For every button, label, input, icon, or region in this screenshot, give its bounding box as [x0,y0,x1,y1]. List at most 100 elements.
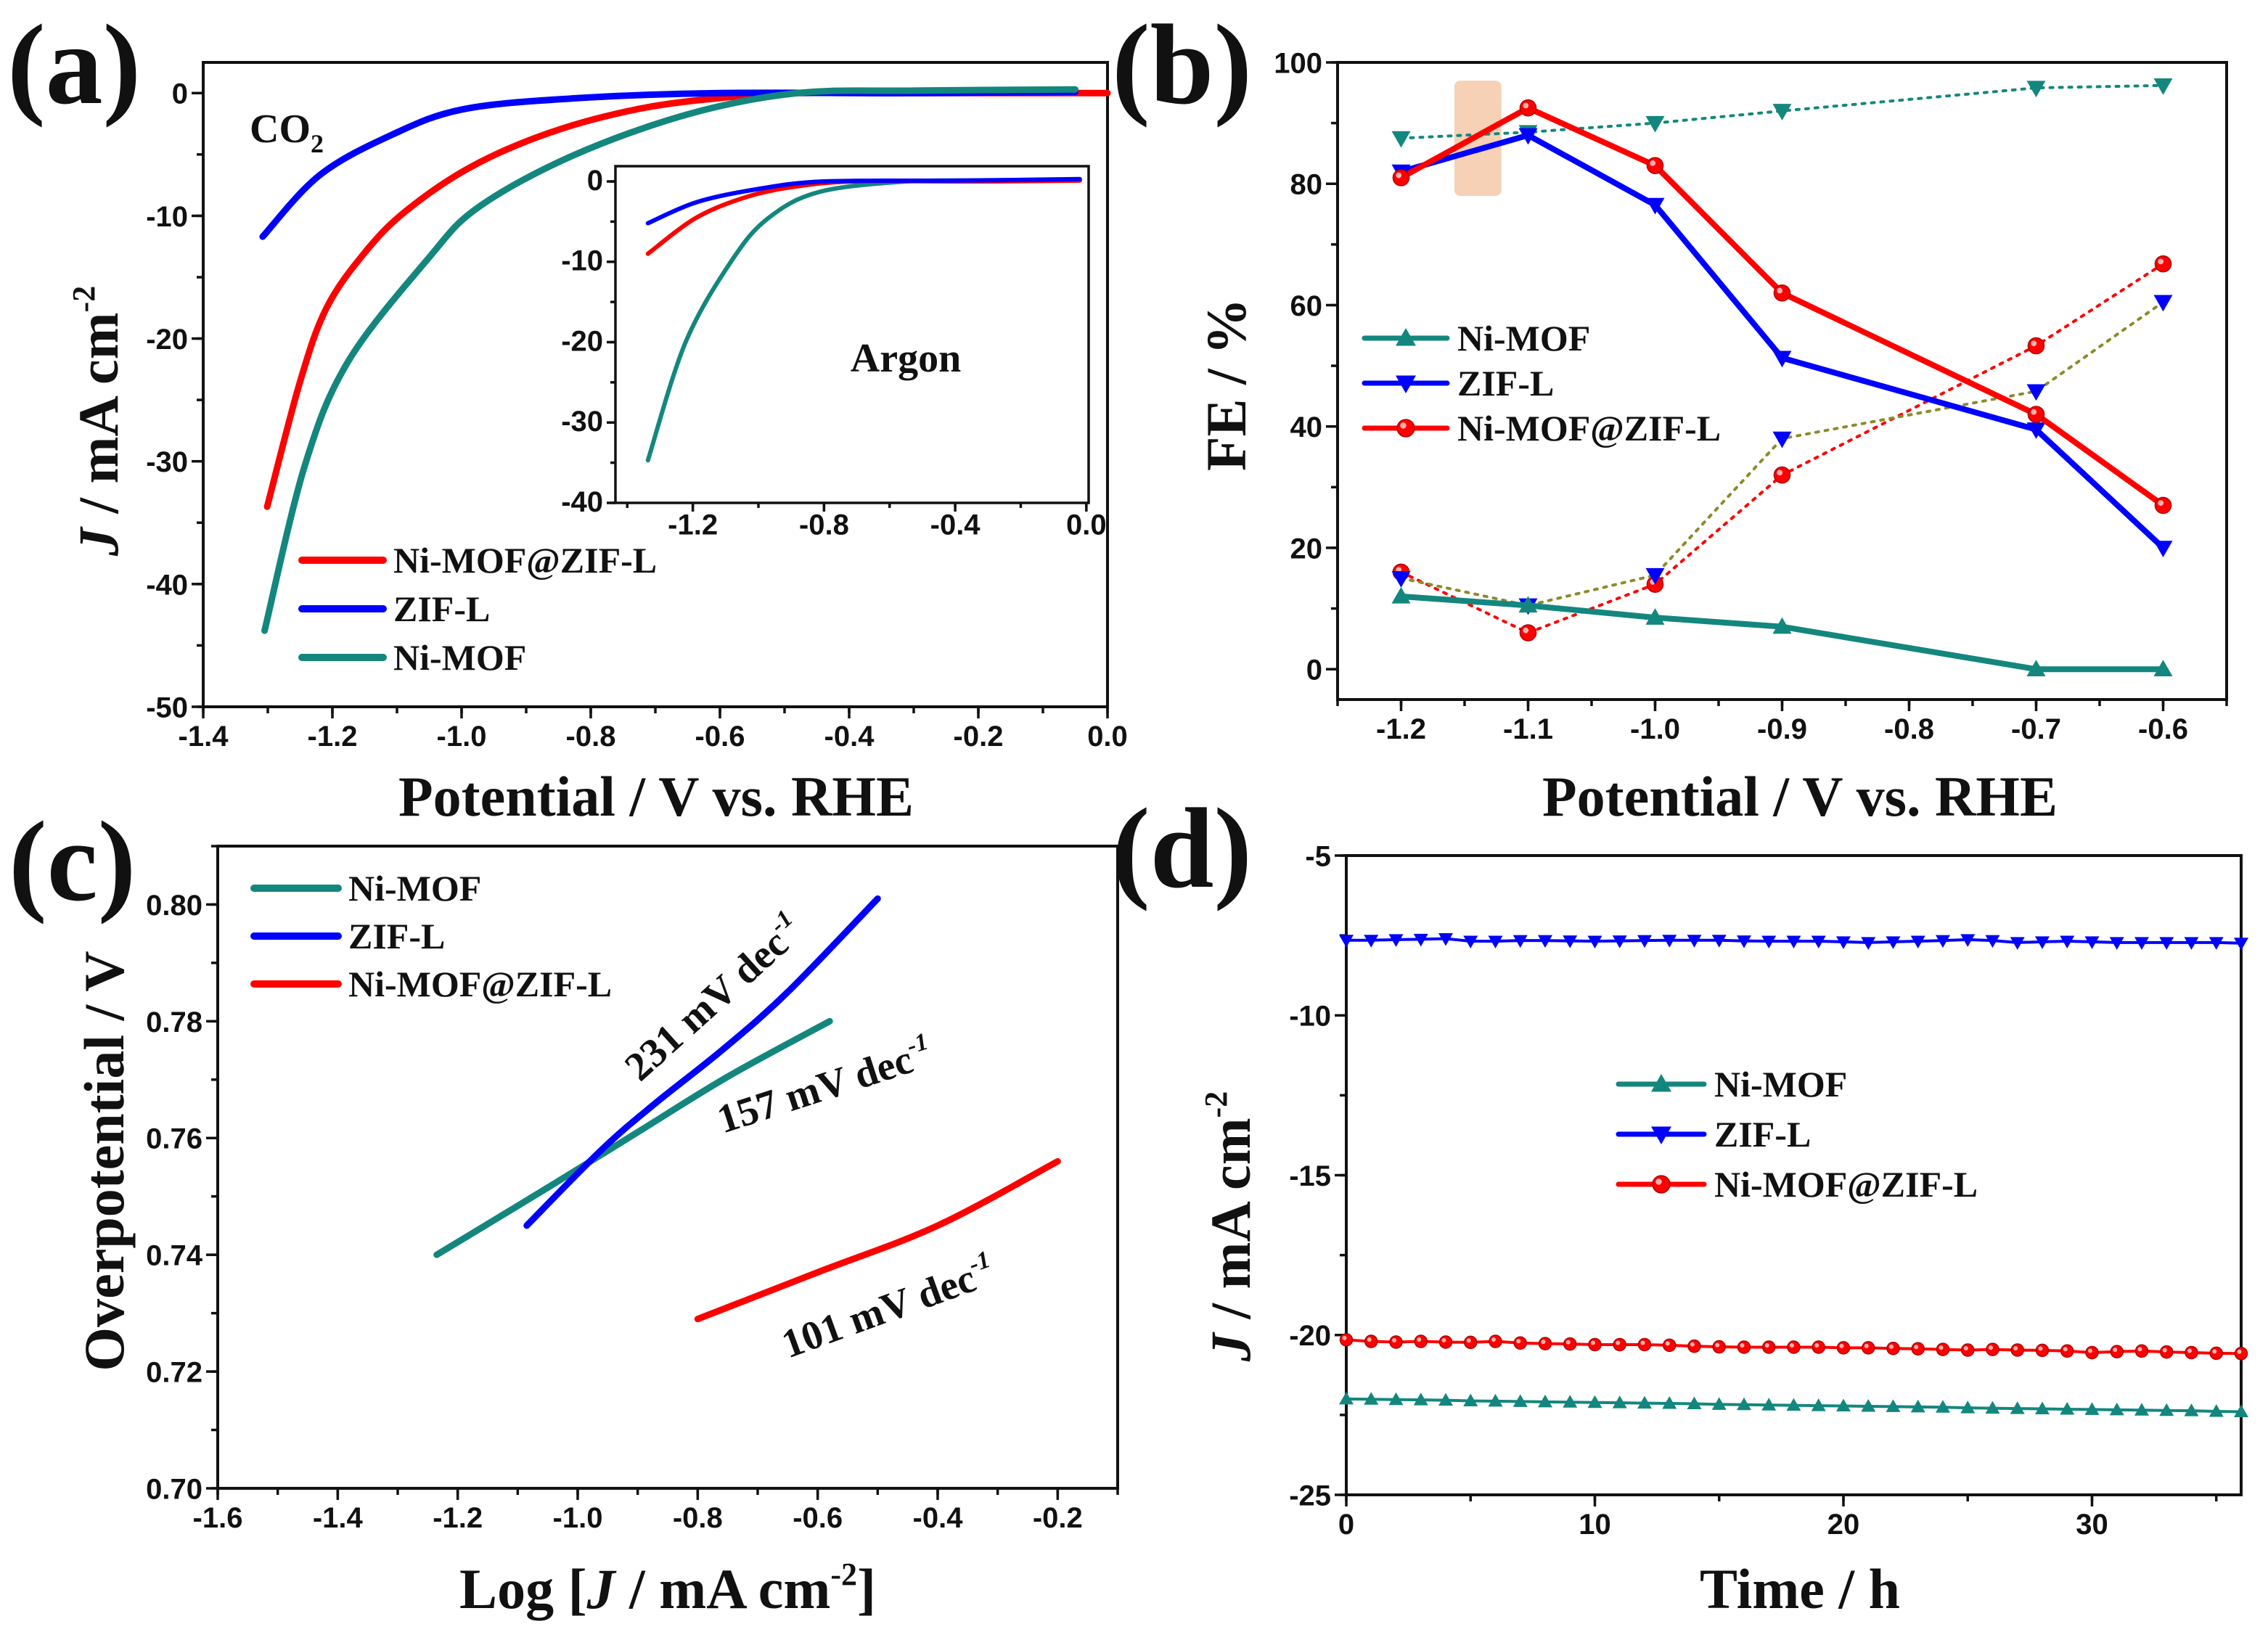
data-point [1464,1335,1478,1350]
y-tick-label: 0.76 [146,1123,202,1155]
x-tick-label: 0.0 [1066,509,1107,541]
data-point [2109,937,2124,950]
data-point [2153,541,2173,557]
y-axis-label: J / mA cm-2 [1198,1091,1262,1362]
x-tick-label: -0.8 [673,1502,723,1534]
data-point [1413,933,1428,947]
data-point-highlight [1541,1340,1546,1345]
legend-label: ZIF-L [1457,363,1554,403]
data-point [1613,1337,1626,1352]
data-point-highlight [2031,340,2037,347]
data-point-highlight [1392,1337,1396,1342]
data-point [1811,935,1826,949]
data-point-highlight [1396,172,1402,179]
inset-line-zif-l [645,176,1082,226]
data-point [2035,1343,2050,1358]
x-axis-label: Time / h [1700,1557,1900,1620]
data-point [1737,1340,1751,1354]
legend-entry: Ni-MOF [1616,1064,1847,1104]
x-tick-label: -1.1 [1503,713,1553,745]
data-point [1711,1397,1727,1410]
data-point [1687,935,1702,948]
y-axis-label-exponent: -2 [1198,1091,1234,1118]
data-point-highlight [1591,1340,1595,1345]
data-point [2153,78,2173,95]
data-point [2026,81,2046,98]
x-tick-label: -0.9 [1757,713,1807,745]
x-axis-label: Potential / V vs. RHE [1542,765,2058,828]
data-point [1911,1342,1925,1356]
series-ni-mof-dotted- [1391,78,2173,148]
x-tick-label: -1.0 [553,1502,603,1534]
data-point [1488,1393,1503,1407]
data-point [2185,1345,2198,1360]
data-point [2208,937,2224,950]
y-tick-label: 0.78 [146,1006,202,1038]
data-point [1339,1391,1354,1405]
data-point [1463,935,1478,949]
data-point-highlight [1523,627,1529,633]
y-tick-label: -20 [1289,1320,1331,1352]
tafel-slope-annotation: 157 mV dec-1 [711,1028,938,1143]
y-tick-label: -10 [1289,1001,1331,1033]
data-point [1960,1401,1976,1414]
y-tick-label: 80 [1290,169,1323,201]
data-point-highlight [1777,287,1783,294]
data-point [2026,422,2046,439]
data-point [1761,1398,1777,1411]
series-line [1399,262,2165,635]
data-point [2027,337,2045,355]
y-tick-label: 0.80 [146,890,202,922]
legend-marker-highlight [1400,422,1407,429]
data-point [2154,255,2172,273]
data-point [1512,935,1528,948]
x-tick-label: -0.2 [1033,1502,1083,1534]
data-point [2159,937,2174,950]
data-point [1646,157,1664,174]
legend-marker [1396,375,1416,393]
x-tick-label: -0.4 [930,509,981,541]
series-line-ni-mof [261,86,1078,634]
x-tick-label: -0.6 [2138,713,2188,745]
series-ni-mof-zif-l-dotted- [1392,255,2172,641]
data-point-highlight [1963,1345,1968,1350]
series-ni-mof [1391,586,2173,676]
data-point-highlight [1616,1340,1621,1345]
data-point [1737,1397,1751,1411]
panel-label: (c) [9,798,136,925]
data-point-highlight [2162,1348,2167,1353]
data-point [2159,1403,2174,1416]
data-point [1761,935,1777,949]
data-point [2234,1404,2248,1417]
data-point [1518,128,1538,145]
x-tick-label: -1.2 [308,721,358,753]
data-point [1612,1395,1627,1408]
y-axis-label: FE / % [1195,298,1258,471]
data-point-highlight [1441,1337,1446,1342]
x-tick-label: 20 [1827,1509,1860,1541]
data-point [1587,1395,1602,1408]
y-tick-label: 100 [1274,47,1322,79]
data-point [1339,1333,1354,1347]
data-point [2084,936,2100,949]
data-point [1786,1398,1801,1411]
data-point [2084,1402,2100,1415]
data-point [2026,384,2046,401]
data-point [1936,935,1950,948]
legend-label: Ni-MOF [1457,318,1590,358]
legend-marker [1651,1074,1671,1092]
y-axis-label-exponent: -2 [66,286,102,313]
data-point [1787,1340,1801,1354]
x-tick-label: -0.8 [566,721,616,753]
data-point [2160,1345,2174,1359]
series-ni-mof-zif-l [1392,99,2172,514]
data-point [2035,936,2050,949]
x-tick-label: -0.4 [824,721,875,753]
data-point [1687,1339,1701,1353]
data-point [1985,935,2000,948]
x-tick-label: -1.4 [179,721,229,753]
plot-frame [216,845,1119,1490]
data-point [1645,197,1665,215]
plot-frame [614,165,1090,504]
data-point [1538,1337,1552,1350]
